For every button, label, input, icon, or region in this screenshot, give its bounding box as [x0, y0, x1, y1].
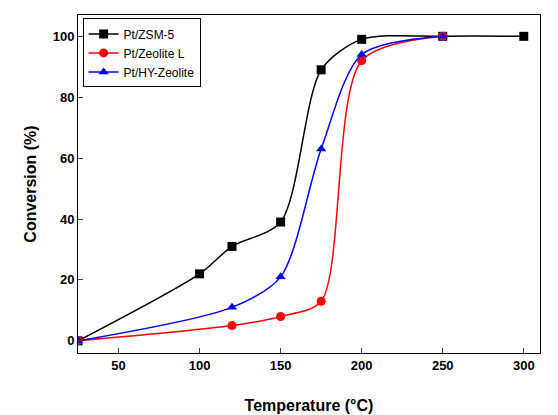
svg-text:Temperature (°C): Temperature (°C)	[245, 397, 374, 414]
svg-text:0: 0	[67, 333, 74, 348]
svg-text:250: 250	[432, 358, 454, 373]
svg-text:50: 50	[111, 358, 125, 373]
svg-text:Pt/HY-Zeolite: Pt/HY-Zeolite	[124, 66, 195, 80]
svg-text:300: 300	[513, 358, 535, 373]
svg-text:200: 200	[351, 358, 373, 373]
svg-text:60: 60	[60, 151, 74, 166]
svg-text:80: 80	[60, 90, 74, 105]
svg-text:40: 40	[60, 212, 74, 227]
svg-text:Conversion (%): Conversion (%)	[22, 125, 39, 242]
svg-text:20: 20	[60, 272, 74, 287]
svg-text:Pt/Zeolite L: Pt/Zeolite L	[124, 47, 185, 61]
svg-text:Pt/ZSM-5: Pt/ZSM-5	[124, 28, 175, 42]
svg-text:100: 100	[53, 29, 75, 44]
svg-text:100: 100	[189, 358, 211, 373]
svg-text:150: 150	[270, 358, 292, 373]
